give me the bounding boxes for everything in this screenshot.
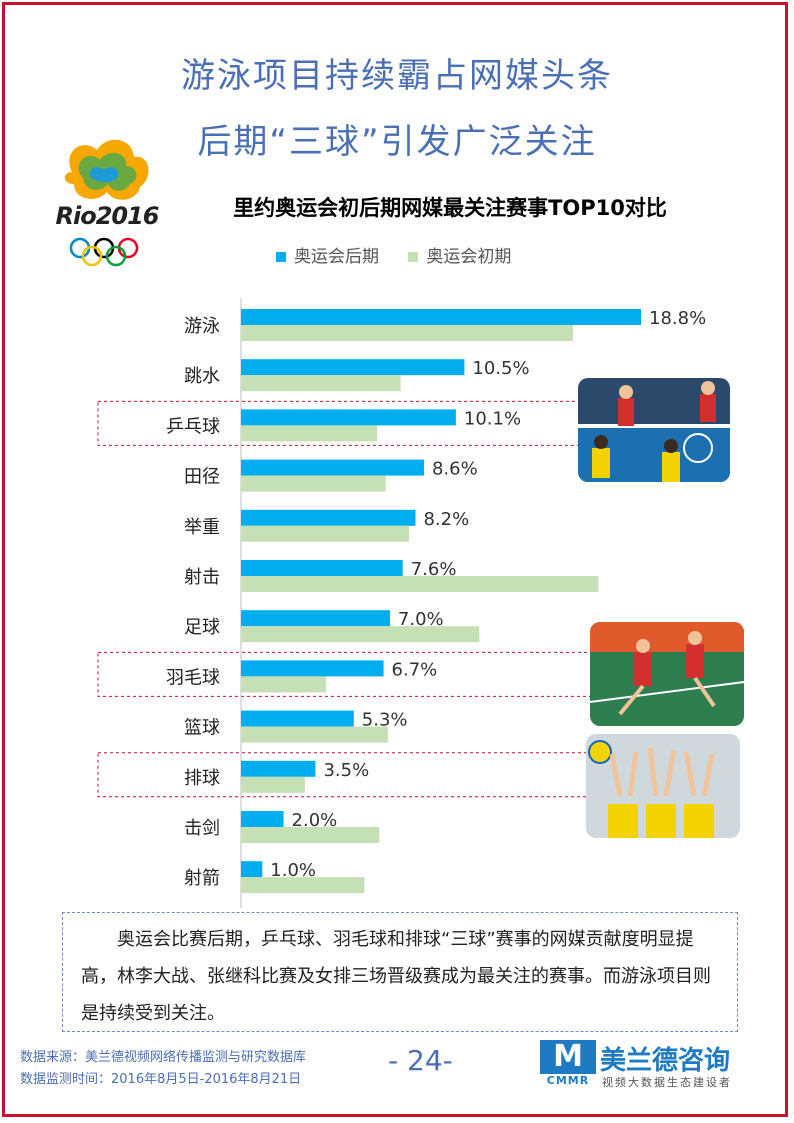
bar-late-8 xyxy=(241,710,354,727)
legend-item-early: 奥运会初期 xyxy=(408,242,511,267)
legend-item-late: 奥运会后期 xyxy=(276,242,379,267)
bar-late-5 xyxy=(241,560,403,576)
data-label-late-11: 1.0% xyxy=(270,860,316,881)
bar-early-9 xyxy=(241,776,305,793)
bar-early-2 xyxy=(241,425,378,442)
category-label-0: 游泳 xyxy=(184,316,220,337)
bar-late-9 xyxy=(241,760,316,777)
legend-label-late: 奥运会后期 xyxy=(294,247,379,267)
bar-early-0 xyxy=(241,325,573,341)
bar-early-8 xyxy=(241,726,388,743)
bar-early-7 xyxy=(241,676,327,693)
badminton-photo xyxy=(590,622,744,726)
category-label-5: 射击 xyxy=(184,567,220,588)
summary-box: 奥运会比赛后期，乒乓球、羽毛球和排球“三球”赛事的网媒贡献度明显提高，林李大战、… xyxy=(62,912,738,1032)
data-label-late-7: 6.7% xyxy=(392,659,438,680)
bar-early-11 xyxy=(241,877,365,894)
category-label-6: 足球 xyxy=(184,617,220,638)
bar-late-2 xyxy=(241,409,456,426)
brand-logo: M CMMR 美兰德咨询 视频大数据生态建设者 xyxy=(540,1040,770,1090)
brand-tagline: 视频大数据生态建设者 xyxy=(602,1076,732,1089)
data-label-late-1: 10.5% xyxy=(472,358,529,379)
brand-name: 美兰德咨询 xyxy=(600,1046,731,1076)
bar-late-11 xyxy=(241,861,263,878)
data-label-late-8: 5.3% xyxy=(362,710,408,731)
summary-text: 奥运会比赛后期，乒乓球、羽毛球和排球“三球”赛事的网媒贡献度明显提高，林李大战、… xyxy=(81,929,711,1024)
bar-late-1 xyxy=(241,359,465,376)
data-label-late-9: 3.5% xyxy=(323,760,369,781)
logo-text: Rio2016 xyxy=(55,202,160,230)
bar-late-4 xyxy=(241,509,416,526)
category-label-2: 乒乓球 xyxy=(166,416,220,437)
legend-swatch-late xyxy=(276,252,286,262)
data-label-late-3: 8.6% xyxy=(432,459,478,480)
table-tennis-photo xyxy=(578,378,730,482)
data-label-late-5: 7.6% xyxy=(411,559,457,580)
bar-late-0 xyxy=(241,309,641,325)
bar-late-10 xyxy=(241,811,284,827)
chart-legend: 奥运会后期 奥运会初期 xyxy=(276,242,535,267)
category-label-11: 射箭 xyxy=(184,868,220,889)
category-label-1: 跳水 xyxy=(184,366,220,387)
bar-late-7 xyxy=(241,660,384,677)
category-label-3: 田径 xyxy=(184,467,220,488)
bar-early-3 xyxy=(241,475,386,492)
data-label-late-4: 8.2% xyxy=(423,509,469,530)
category-label-7: 羽毛球 xyxy=(166,667,220,688)
bar-early-10 xyxy=(241,827,380,843)
category-label-4: 举重 xyxy=(184,517,220,538)
data-label-late-10: 2.0% xyxy=(292,810,338,831)
page-number: - 24- xyxy=(388,1044,453,1077)
legend-label-early: 奥运会初期 xyxy=(426,247,512,267)
category-label-9: 排球 xyxy=(184,768,220,789)
bar-early-4 xyxy=(241,525,410,542)
data-label-late-2: 10.1% xyxy=(464,408,521,429)
data-source: 数据来源：美兰德视频网络传播监测与研究数据库 xyxy=(20,1050,307,1065)
bar-late-6 xyxy=(241,610,390,627)
data-label-late-6: 7.0% xyxy=(398,609,444,630)
headline-line1: 游泳项目持续霸占网媒头条 xyxy=(181,56,613,96)
bar-early-6 xyxy=(241,626,480,643)
brand-mark: M xyxy=(540,1040,596,1074)
bar-chart: 游泳 18.8% 跳水 10.5% 乒乓球 10.1% 田径 8.6% 举重 8.2% 射击 7.6%… xyxy=(97,298,706,909)
bar-early-1 xyxy=(241,375,401,392)
volleyball-photo xyxy=(586,734,740,838)
category-label-10: 击剑 xyxy=(184,818,220,839)
headline-line2: 后期“三球”引发广泛关注 xyxy=(197,122,597,162)
brand-abbr: CMMR xyxy=(546,1074,590,1087)
monitoring-period: 数据监测时间：2016年8月5日-2016年8月21日 xyxy=(20,1072,302,1087)
rio-2016-logo: Rio2016 xyxy=(52,132,162,268)
data-label-late-0: 18.8% xyxy=(649,308,706,329)
category-label-8: 篮球 xyxy=(184,718,220,739)
legend-swatch-early xyxy=(408,252,419,262)
bar-late-3 xyxy=(241,459,424,476)
chart-title: 里约奥运会初后期网媒最关注赛事TOP10对比 xyxy=(233,196,667,220)
bar-early-5 xyxy=(241,576,599,592)
